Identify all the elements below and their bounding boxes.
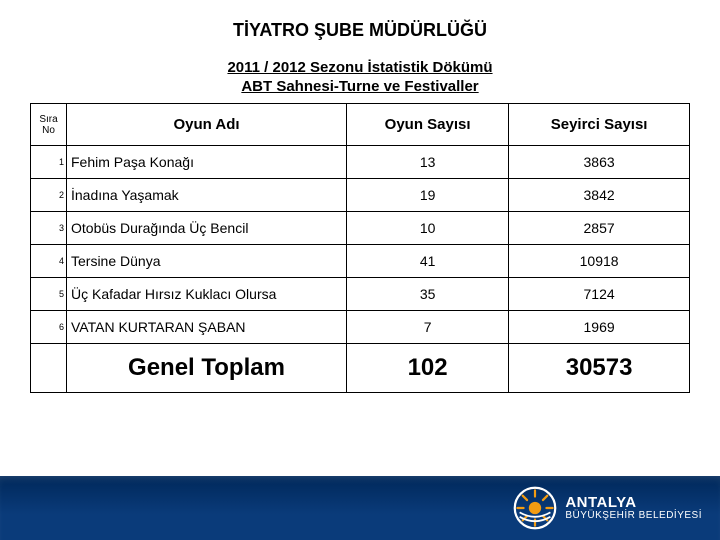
row-name: VATAN KURTARAN ŞABAN (67, 311, 347, 344)
row-idx: 3 (31, 212, 67, 245)
row-audience: 1969 (509, 311, 690, 344)
col-header-sira-bottom: No (33, 125, 64, 136)
row-name: Tersine Dünya (67, 245, 347, 278)
row-count: 41 (347, 245, 509, 278)
row-audience: 7124 (509, 278, 690, 311)
row-idx: 2 (31, 179, 67, 212)
footer-logo-text: ANTALYA BÜYÜKŞEHİR BELEDİYESİ (565, 495, 702, 521)
col-header-name: Oyun Adı (67, 104, 347, 146)
total-audience: 30573 (509, 344, 690, 393)
table-row: 3 Otobüs Durağında Üç Bencil 10 2857 (31, 212, 690, 245)
stats-table: Sıra No Oyun Adı Oyun Sayısı Seyirci Say… (30, 103, 690, 393)
col-header-sira: Sıra No (31, 104, 67, 146)
subtitle-line-1: 2011 / 2012 Sezonu İstatistik Dökümü (0, 59, 720, 76)
row-audience: 3842 (509, 179, 690, 212)
row-audience: 3863 (509, 146, 690, 179)
footer-bar: ANTALYA BÜYÜKŞEHİR BELEDİYESİ (0, 476, 720, 540)
row-name: Otobüs Durağında Üç Bencil (67, 212, 347, 245)
table-row: 6 VATAN KURTARAN ŞABAN 7 1969 (31, 311, 690, 344)
table-row: 1 Fehim Paşa Konağı 13 3863 (31, 146, 690, 179)
row-count: 7 (347, 311, 509, 344)
row-name: Fehim Paşa Konağı (67, 146, 347, 179)
antalya-logo-icon (513, 486, 557, 530)
table-row: 4 Tersine Dünya 41 10918 (31, 245, 690, 278)
row-idx: 5 (31, 278, 67, 311)
row-count: 13 (347, 146, 509, 179)
total-label: Genel Toplam (67, 344, 347, 393)
footer-brand-line-2: BÜYÜKŞEHİR BELEDİYESİ (565, 511, 702, 522)
table-total-row: Genel Toplam 102 30573 (31, 344, 690, 393)
footer-logo: ANTALYA BÜYÜKŞEHİR BELEDİYESİ (513, 486, 702, 530)
col-header-sira-top: Sıra (33, 114, 64, 125)
total-count: 102 (347, 344, 509, 393)
row-name: Üç Kafadar Hırsız Kuklacı Olursa (67, 278, 347, 311)
row-count: 10 (347, 212, 509, 245)
footer-brand-line-1: ANTALYA (565, 495, 702, 511)
table-row: 2 İnadına Yaşamak 19 3842 (31, 179, 690, 212)
row-count: 35 (347, 278, 509, 311)
row-name: İnadına Yaşamak (67, 179, 347, 212)
total-idx (31, 344, 67, 393)
table-header-row: Sıra No Oyun Adı Oyun Sayısı Seyirci Say… (31, 104, 690, 146)
col-header-count: Oyun Sayısı (347, 104, 509, 146)
row-audience: 10918 (509, 245, 690, 278)
row-idx: 1 (31, 146, 67, 179)
row-count: 19 (347, 179, 509, 212)
col-header-audience: Seyirci Sayısı (509, 104, 690, 146)
row-audience: 2857 (509, 212, 690, 245)
row-idx: 6 (31, 311, 67, 344)
row-idx: 4 (31, 245, 67, 278)
subtitle-line-2: ABT Sahnesi-Turne ve Festivaller (0, 78, 720, 95)
table-row: 5 Üç Kafadar Hırsız Kuklacı Olursa 35 71… (31, 278, 690, 311)
page-title: TİYATRO ŞUBE MÜDÜRLÜĞÜ (0, 0, 720, 41)
